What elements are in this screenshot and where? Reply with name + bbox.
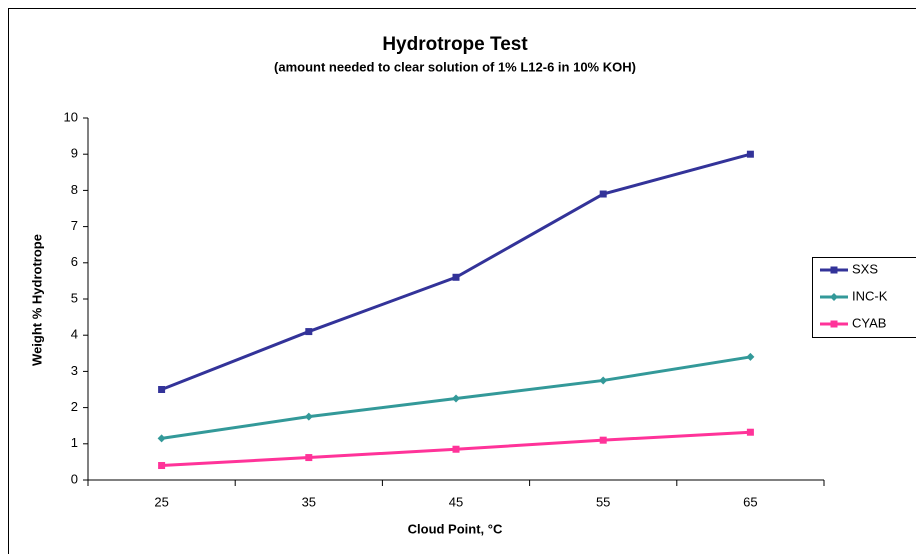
marker	[452, 273, 460, 281]
chart-subtitle: (amount needed to clear solution of 1% L…	[274, 59, 636, 74]
y-axis-label: Weight % Hydrotrope	[29, 234, 44, 366]
marker	[599, 436, 607, 444]
marker	[830, 293, 838, 301]
marker	[830, 266, 838, 274]
x-tick-label: 25	[154, 494, 168, 509]
y-tick-label: 6	[71, 254, 78, 269]
x-tick-label: 45	[449, 494, 463, 509]
y-tick-label: 7	[71, 218, 78, 233]
legend-label: INC-K	[852, 288, 888, 303]
x-tick-label: 55	[596, 494, 610, 509]
y-tick-label: 8	[71, 182, 78, 197]
x-axis-label: Cloud Point, °C	[408, 521, 503, 536]
marker	[746, 150, 754, 158]
y-tick-label: 5	[71, 290, 78, 305]
x-tick-label: 35	[302, 494, 316, 509]
chart-frame	[8, 8, 916, 554]
legend-label: SXS	[852, 261, 878, 276]
y-tick-label: 4	[71, 327, 78, 342]
y-tick-label: 10	[64, 109, 78, 124]
marker	[304, 412, 313, 421]
marker	[830, 320, 838, 328]
marker	[305, 328, 313, 336]
marker	[158, 462, 166, 470]
marker	[746, 428, 754, 436]
chart-title: Hydrotrope Test	[382, 34, 528, 55]
y-tick-label: 3	[71, 363, 78, 378]
y-tick-label: 0	[71, 471, 78, 486]
marker	[452, 394, 460, 403]
y-tick-label: 2	[71, 399, 78, 414]
marker	[452, 445, 460, 453]
x-tick-label: 65	[743, 494, 757, 509]
marker	[599, 376, 608, 385]
legend-label: CYAB	[852, 315, 886, 330]
marker	[746, 352, 755, 361]
marker	[599, 190, 607, 198]
marker	[305, 454, 313, 462]
marker	[158, 386, 166, 393]
y-tick-label: 1	[71, 435, 78, 450]
marker	[157, 434, 166, 443]
y-tick-label: 9	[71, 146, 78, 161]
